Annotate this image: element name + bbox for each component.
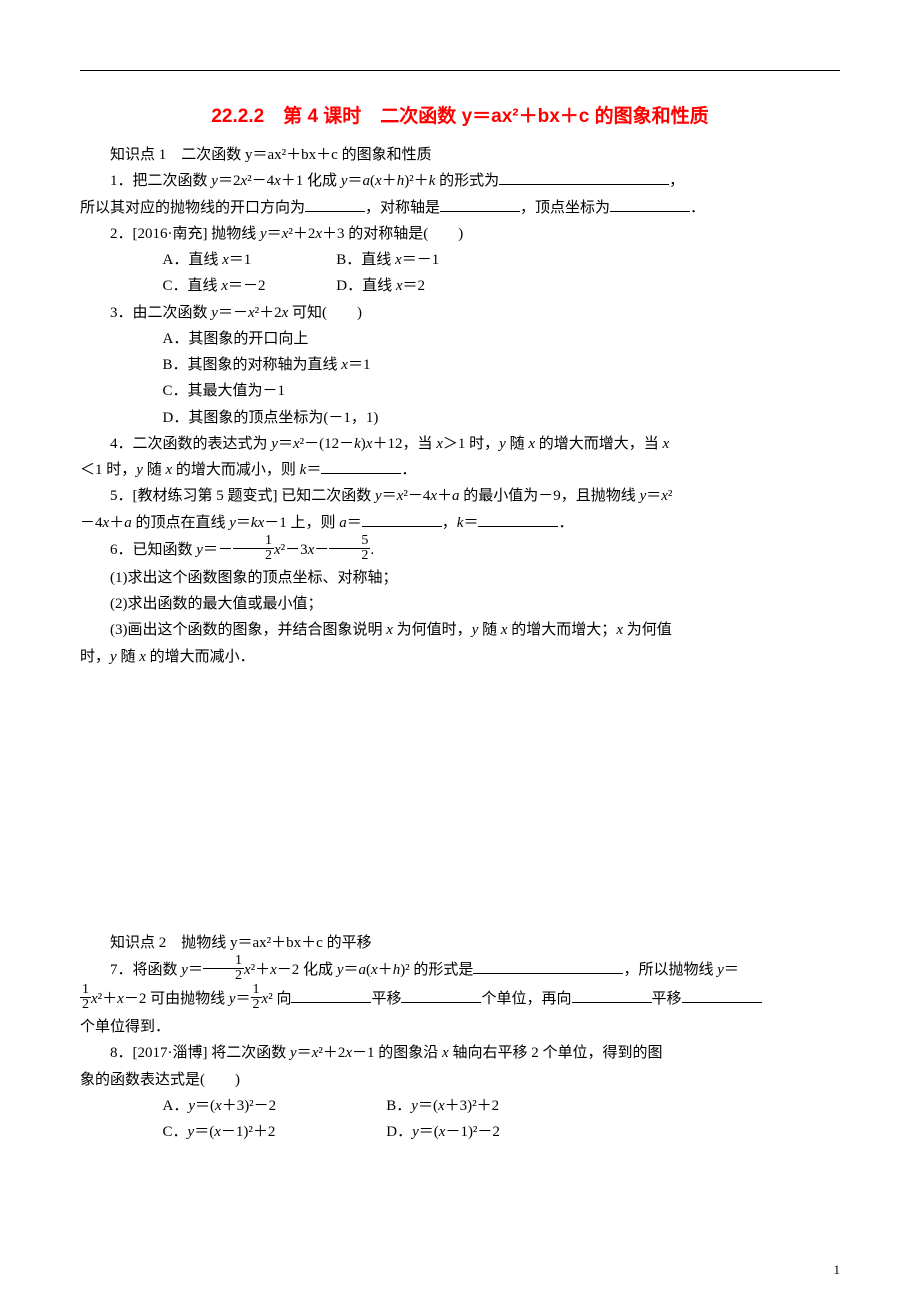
blank	[473, 958, 623, 974]
q3-option-b: B．其图象的对称轴为直线 x＝1	[80, 352, 840, 378]
question-1-cont: 所以其对应的抛物线的开口方向为，对称轴是，顶点坐标为．	[80, 195, 840, 221]
fraction: 12	[233, 534, 274, 563]
question-8-cont: 象的函数表达式是( )	[80, 1067, 840, 1093]
question-4: 4．二次函数的表达式为 y＝x²－(12－k)x＋12，当 x＞1 时，y 随 …	[80, 431, 840, 457]
lesson-title: 22.2.2 第 4 课时 二次函数 y＝ax²＋bx＋c 的图象和性质	[80, 101, 840, 128]
question-7-cont2: 个单位得到．	[80, 1014, 840, 1040]
option-c: C．y＝(x－1)²＋2	[163, 1119, 383, 1145]
q2-options-row2: C．直线 x＝－2 D．直线 x＝2	[80, 273, 840, 299]
fraction: 12	[80, 983, 91, 1012]
page-number: 1	[834, 1262, 841, 1278]
question-2: 2．[2016·南充] 抛物线 y＝x²＋2x＋3 的对称轴是( )	[80, 221, 840, 247]
blank	[610, 196, 690, 212]
blank	[572, 987, 652, 1003]
blank	[401, 987, 481, 1003]
q6-sub1: (1)求出这个函数图象的顶点坐标、对称轴；	[80, 565, 840, 591]
blank	[499, 169, 669, 185]
option-c: C．直线 x＝－2	[163, 273, 333, 299]
q2-options-row1: A．直线 x＝1 B．直线 x＝－1	[80, 247, 840, 273]
blank	[291, 987, 371, 1003]
question-6: 6．已知函数 y＝－12x²－3x－52.	[80, 536, 840, 565]
top-rule	[80, 70, 840, 71]
blank	[478, 511, 558, 527]
workspace	[80, 670, 840, 930]
q6-sub2: (2)求出函数的最大值或最小值；	[80, 591, 840, 617]
blank	[440, 196, 520, 212]
question-5: 5．[教材练习第 5 题变式] 已知二次函数 y＝x²－4x＋a 的最小值为－9…	[80, 483, 840, 509]
knowledge-point-1: 知识点 1 二次函数 y＝ax²＋bx＋c 的图象和性质	[80, 142, 840, 168]
blank	[682, 987, 762, 1003]
q3-option-a: A．其图象的开口向上	[80, 326, 840, 352]
q3-option-c: C．其最大值为－1	[80, 378, 840, 404]
body: 知识点 1 二次函数 y＝ax²＋bx＋c 的图象和性质 1．把二次函数 y＝2…	[80, 142, 840, 1145]
q6-sub3-cont: 时，y 随 x 的增大而减小．	[80, 644, 840, 670]
option-a: A．直线 x＝1	[163, 247, 333, 273]
q6-sub3: (3)画出这个函数的图象，并结合图象说明 x 为何值时，y 随 x 的增大而增大…	[80, 617, 840, 643]
question-3: 3．由二次函数 y＝－x²＋2x 可知( )	[80, 300, 840, 326]
blank	[362, 511, 442, 527]
question-8: 8．[2017·淄博] 将二次函数 y＝x²＋2x－1 的图象沿 x 轴向右平移…	[80, 1040, 840, 1066]
fraction: 12	[203, 954, 244, 983]
knowledge-point-2: 知识点 2 抛物线 y＝ax²＋bx＋c 的平移	[80, 930, 840, 956]
question-7-cont: 12x²＋x－2 可由抛物线 y＝12x² 向平移个单位，再向平移	[80, 985, 840, 1014]
fraction: 52	[329, 534, 370, 563]
fraction: 12	[251, 983, 262, 1012]
q3-option-d: D．其图象的顶点坐标为(－1，1)	[80, 405, 840, 431]
question-7: 7．将函数 y＝12x²＋x－2 化成 y＝a(x＋h)² 的形式是，所以抛物线…	[80, 956, 840, 985]
q8-options-row1: A．y＝(x＋3)²－2 B．y＝(x＋3)²＋2	[80, 1093, 840, 1119]
option-b: B．y＝(x＋3)²＋2	[386, 1093, 499, 1119]
option-d: D．y＝(x－1)²－2	[386, 1119, 500, 1145]
question-1: 1．把二次函数 y＝2x²－4x＋1 化成 y＝a(x＋h)²＋k 的形式为，	[80, 168, 840, 194]
option-d: D．直线 x＝2	[336, 273, 425, 299]
option-a: A．y＝(x＋3)²－2	[163, 1093, 383, 1119]
question-5-cont: －4x＋a 的顶点在直线 y＝kx－1 上，则 a＝，k＝．	[80, 510, 840, 536]
question-4-cont: ＜1 时，y 随 x 的增大而减小，则 k＝．	[80, 457, 840, 483]
q8-options-row2: C．y＝(x－1)²＋2 D．y＝(x－1)²－2	[80, 1119, 840, 1145]
page: 22.2.2 第 4 课时 二次函数 y＝ax²＋bx＋c 的图象和性质 知识点…	[0, 0, 920, 1302]
blank	[321, 458, 401, 474]
option-b: B．直线 x＝－1	[336, 247, 439, 273]
blank	[305, 196, 365, 212]
